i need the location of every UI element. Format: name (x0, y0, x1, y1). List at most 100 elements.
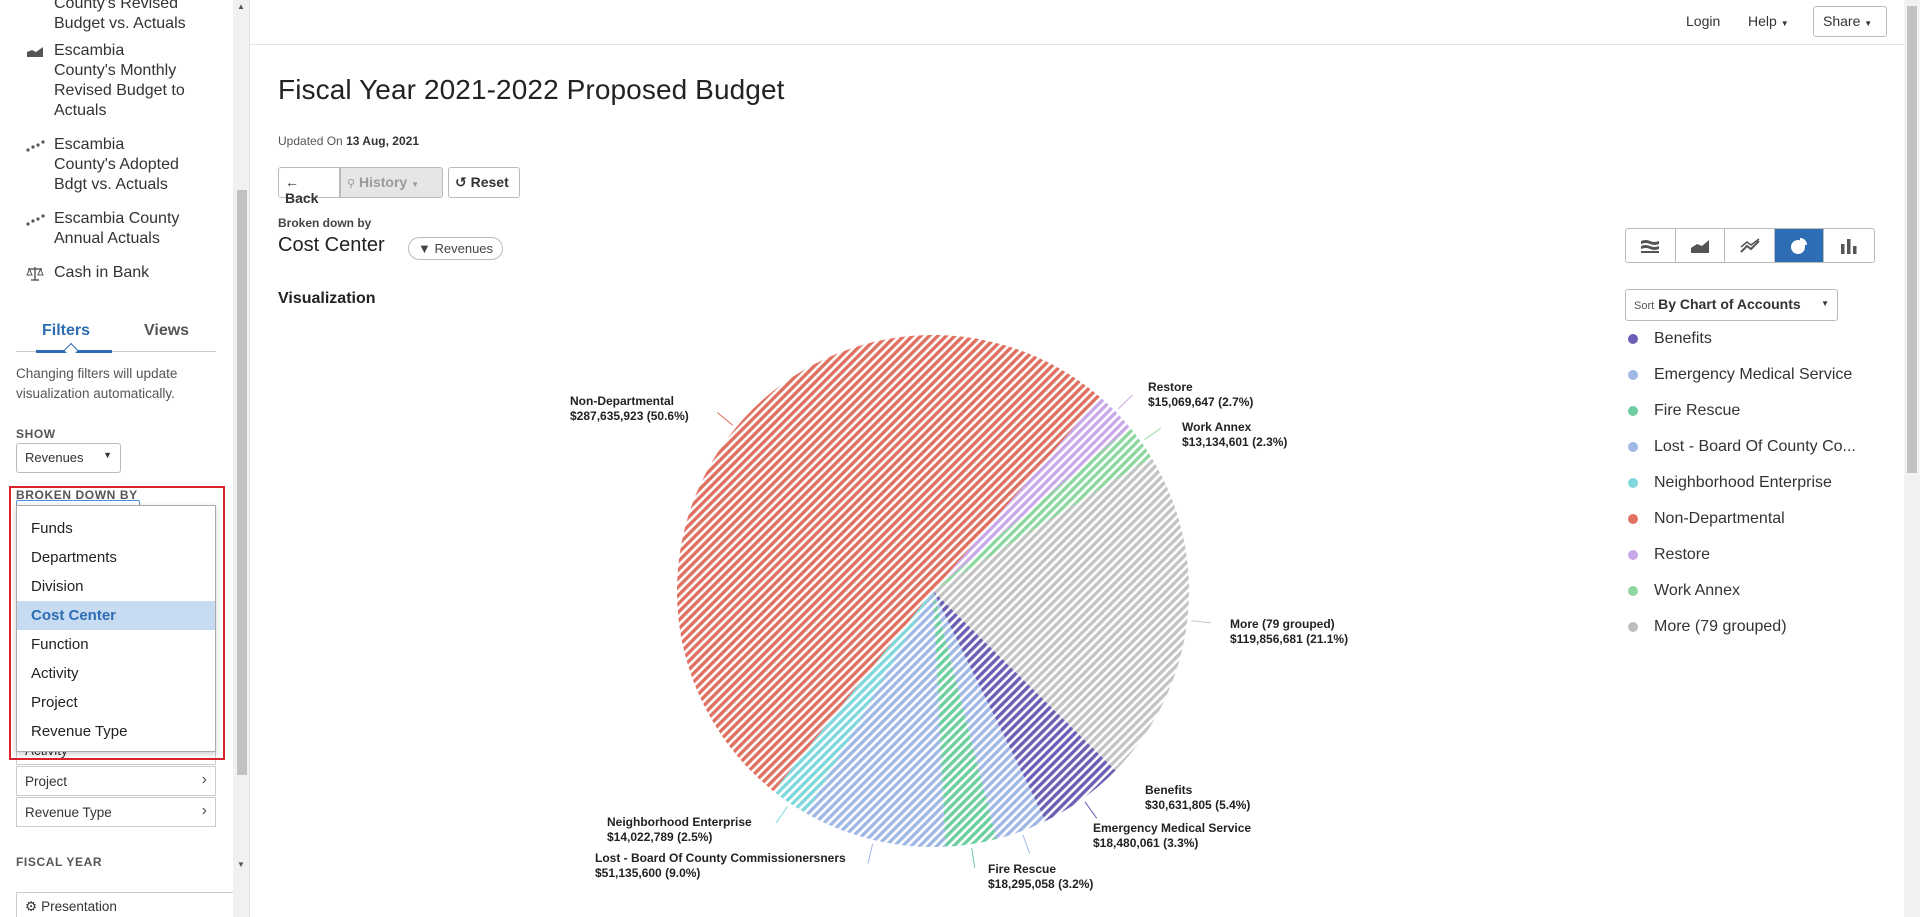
filter-row-revenue-type[interactable]: Revenue Type › (16, 797, 216, 827)
legend-dot (1628, 550, 1638, 560)
nav-item-label: Cash in Bank (54, 264, 150, 281)
broken-down-by-heading: Broken down by (278, 216, 372, 230)
help-menu[interactable]: Help ▼ (1748, 13, 1789, 29)
line-chart-icon (1739, 237, 1760, 253)
area-chart-icon (24, 44, 46, 60)
pie-label-value: $18,295,058 (3.2%) (988, 877, 1093, 891)
legend-dot (1628, 370, 1638, 380)
dropdown-option-funds[interactable]: Funds (31, 520, 73, 537)
updated-on: Updated On 13 Aug, 2021 (278, 134, 419, 148)
pie-label-value: $119,856,681 (21.1%) (1230, 632, 1348, 646)
dropdown-option-activity[interactable]: Activity (31, 665, 79, 682)
legend-item[interactable]: More (79 grouped) (1628, 618, 1888, 636)
pie-slice-neighborhood-enterprise[interactable] (773, 591, 933, 814)
nav-item-annual-actuals[interactable]: Escambia County Annual Actuals (24, 209, 224, 249)
dropdown-option-departments[interactable]: Departments (31, 549, 117, 566)
tab-views[interactable]: Views (144, 322, 190, 339)
pie-label-value: $14,022,789 (2.5%) (607, 830, 712, 844)
pie-leader-line (716, 412, 734, 426)
legend-item[interactable]: Lost - Board Of County Co... (1628, 438, 1888, 456)
scale-icon (24, 266, 46, 282)
legend-item[interactable]: Benefits (1628, 330, 1888, 348)
pie-label-value: $18,480,061 (3.3%) (1093, 836, 1198, 850)
chevron-right-icon: › (201, 802, 207, 819)
show-select[interactable]: Revenues ▼ (16, 443, 121, 473)
gear-icon: ⚙ (25, 899, 38, 914)
legend-dot (1628, 442, 1638, 452)
scroll-down-icon[interactable]: ▼ (237, 860, 245, 869)
pie-label-value: $30,631,805 (5.4%) (1145, 798, 1250, 812)
dropdown-option-function[interactable]: Function (31, 636, 89, 653)
filter-row-label: Revenue Type (25, 805, 112, 820)
stacked-area-chart-button[interactable] (1626, 229, 1676, 262)
legend-dot (1628, 478, 1638, 488)
pie-label-value: $287,635,923 (50.6%) (570, 409, 689, 423)
legend-dot (1628, 514, 1638, 524)
legend-label: Emergency Medical Service (1654, 366, 1853, 383)
sort-select[interactable]: Sort By Chart of Accounts ▼ (1625, 289, 1838, 321)
revenues-filter-pill[interactable]: ▼ Revenues (408, 237, 504, 260)
main-scrollbar-thumb[interactable] (1907, 6, 1917, 473)
page-title: Fiscal Year 2021-2022 Proposed Budget (278, 74, 785, 105)
legend-item[interactable]: Emergency Medical Service (1628, 366, 1888, 384)
legend-dot (1628, 622, 1638, 632)
history-icon: ⚲ (347, 178, 356, 190)
area-chart-button[interactable] (1676, 229, 1726, 262)
legend-dot (1628, 334, 1638, 344)
pie-leader-line (1144, 427, 1162, 441)
legend-item[interactable]: Fire Rescue (1628, 402, 1888, 420)
pie-slice-lost-board-of-county-commissionersners[interactable] (806, 591, 946, 847)
chevron-right-icon: › (201, 771, 207, 788)
legend-label: Non-Departmental (1654, 510, 1785, 527)
dropdown-option-division[interactable]: Division (31, 578, 84, 595)
dropdown-option-revenue-type[interactable]: Revenue Type (31, 723, 128, 740)
pie-slice-non-departmental[interactable] (677, 335, 1101, 792)
pie-leader-line (1022, 834, 1031, 854)
login-link[interactable]: Login (1686, 13, 1721, 29)
bar-chart-button[interactable] (1824, 229, 1874, 262)
legend-item[interactable]: Non-Departmental (1628, 510, 1888, 528)
nav-item-label: Escambia County's Adopted Bdgt vs. Actuals (54, 136, 179, 193)
share-label: Share (1823, 13, 1861, 29)
pie-slice-more-79-grouped[interactable] (933, 457, 1189, 771)
pie-label-name: Restore (1148, 380, 1193, 394)
nav-item-monthly-revised[interactable]: Escambia County's Monthly Revised Budget t… (24, 41, 224, 121)
presentation-button[interactable]: ⚙ Presentation (16, 892, 236, 917)
legend-dot (1628, 406, 1638, 416)
pie-slice-emergency-medical-service[interactable] (933, 591, 1046, 839)
nav-item-label: County's Revised Budget vs. Actuals (54, 0, 186, 32)
stacked-area-icon (1641, 239, 1660, 253)
history-button[interactable]: ⚲ History ▼ (340, 167, 443, 198)
pie-slice-work-annex[interactable] (933, 427, 1152, 591)
legend-item[interactable]: Neighborhood Enterprise (1628, 474, 1888, 492)
filter-row-project[interactable]: Project › (16, 766, 216, 796)
pie-chart-icon (1791, 237, 1808, 254)
pie-slice-benefits[interactable] (933, 591, 1116, 821)
sidebar-scrollbar-thumb[interactable] (237, 190, 247, 775)
dropdown-option-cost-center[interactable]: Cost Center (17, 601, 215, 630)
back-button[interactable]: ← Back (278, 167, 340, 206)
show-select-value: Revenues (25, 450, 84, 465)
nav-item-revised-budget[interactable]: County's Revised Budget vs. Actuals (24, 0, 224, 34)
nav-item-adopted-budget[interactable]: Escambia County's Adopted Bdgt vs. Actuals (24, 135, 224, 195)
legend-item[interactable]: Restore (1628, 546, 1888, 564)
tab-filters[interactable]: Filters (42, 322, 91, 339)
legend-item[interactable]: Work Annex (1628, 582, 1888, 600)
line-chart-button[interactable] (1725, 229, 1775, 262)
legend-label: Benefits (1654, 330, 1712, 347)
dropdown-option-project[interactable]: Project (31, 694, 78, 711)
presentation-label: Presentation (41, 899, 117, 914)
pie-chart-button[interactable] (1774, 229, 1825, 262)
show-label: SHOW (16, 427, 56, 441)
scroll-up-icon[interactable]: ▲ (237, 2, 245, 11)
reset-button[interactable]: ↺ Reset (448, 167, 520, 198)
pie-label-name: Emergency Medical Service (1093, 821, 1251, 835)
legend-dot (1628, 586, 1638, 596)
bar-chart-icon (1841, 238, 1857, 254)
sidebar-tabs: Filters Views (16, 312, 216, 358)
share-button[interactable]: Share ▼ (1813, 6, 1887, 37)
pie-slice-restore[interactable] (933, 396, 1130, 591)
nav-item-cash-in-bank[interactable]: Cash in Bank (24, 263, 224, 283)
broken-down-by-value: Cost Center (278, 234, 385, 256)
pie-slice-fire-rescue[interactable] (933, 591, 997, 847)
